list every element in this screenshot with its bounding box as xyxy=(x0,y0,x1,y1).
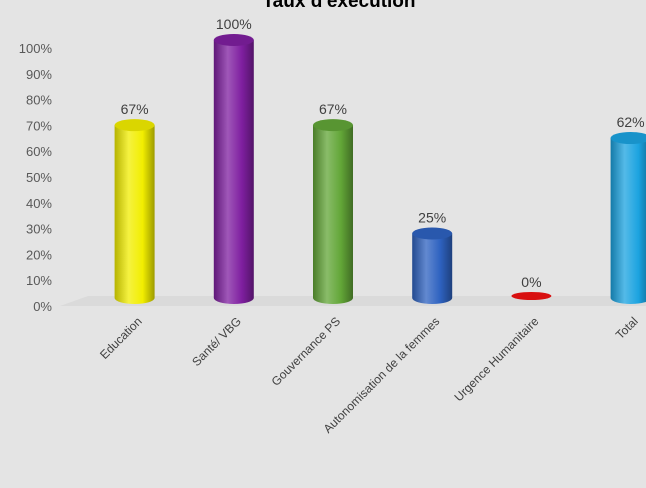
bar-body xyxy=(412,233,453,304)
y-tick-label: 100% xyxy=(19,41,53,56)
bar xyxy=(610,132,646,304)
bar-disc xyxy=(511,292,552,300)
bars xyxy=(114,34,646,304)
bar xyxy=(213,34,254,304)
y-axis-ticks: 0% 10% 20% 30% 40% 50% 60% 70% 80% 90% 100% xyxy=(19,41,53,314)
bar-body xyxy=(610,138,646,304)
y-tick-label: 60% xyxy=(26,144,52,159)
category-label: Santé/ VBG xyxy=(189,314,244,369)
category-label: Education xyxy=(97,314,145,362)
y-tick-label: 20% xyxy=(26,247,52,262)
floor-plane xyxy=(60,296,646,306)
y-tick-label: 40% xyxy=(26,196,52,211)
bar-top xyxy=(412,227,453,240)
bar xyxy=(313,119,353,304)
data-label: 100% xyxy=(216,16,252,32)
data-label: 67% xyxy=(319,101,347,117)
data-labels: 67% 100% 67% 25% 0% 62% xyxy=(121,16,645,290)
category-label: Autonomisation de la femmes xyxy=(321,314,443,436)
chart-title: Taux d'exécution xyxy=(262,0,415,12)
category-labels: Education Santé/ VBG Gouvernance PSAutonom… xyxy=(97,314,641,436)
category-label: Urgence Humanitaire xyxy=(451,314,541,404)
y-tick-label: 10% xyxy=(26,273,52,288)
bar-body xyxy=(213,40,254,304)
data-label: 62% xyxy=(617,114,645,130)
bar-body xyxy=(114,125,155,304)
data-label: 25% xyxy=(418,210,446,226)
bar-top xyxy=(313,119,353,132)
bar xyxy=(114,119,155,304)
y-tick-label: 0% xyxy=(33,299,52,314)
bar xyxy=(511,292,552,300)
category-label: Gouvernance PS xyxy=(269,314,344,389)
data-label: 0% xyxy=(521,274,541,290)
bar-top xyxy=(213,34,254,46)
data-label: 67% xyxy=(121,101,149,117)
bar-body xyxy=(313,125,353,304)
y-tick-label: 70% xyxy=(26,118,52,133)
y-tick-label: 80% xyxy=(26,93,52,108)
y-tick-label: 50% xyxy=(26,170,52,185)
chart-floor xyxy=(60,296,646,306)
bar-top xyxy=(114,119,155,132)
bar-top xyxy=(610,132,646,145)
category-label: Total xyxy=(613,314,641,342)
y-tick-label: 90% xyxy=(26,67,52,82)
bar xyxy=(412,227,453,304)
y-tick-label: 30% xyxy=(26,222,52,237)
